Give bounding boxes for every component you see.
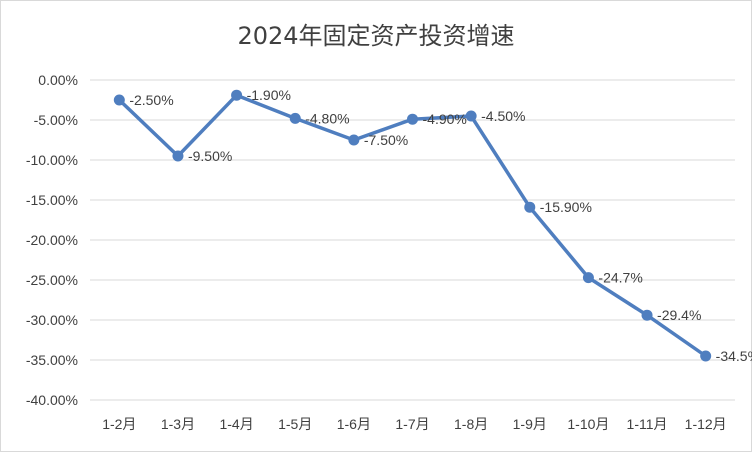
y-tick-label: -35.00%	[26, 352, 78, 368]
y-tick-label: -5.00%	[34, 112, 78, 128]
x-tick-label: 1-10月	[567, 416, 609, 432]
data-label: -9.50%	[188, 148, 232, 164]
data-label: -29.4%	[657, 307, 701, 323]
x-tick-label: 1-12月	[685, 416, 727, 432]
series-line-group	[117, 93, 708, 358]
x-tick-label: 1-3月	[161, 416, 195, 432]
data-point	[700, 350, 712, 362]
x-tick-label: 1-4月	[219, 416, 253, 432]
gridlines	[90, 79, 735, 401]
data-point	[231, 89, 243, 101]
x-axis-ticks: 1-2月 1-3月 1-4月 1-5月 1-6月 1-7月 1-8月 1-9月 1-10月 1-1…	[102, 416, 726, 432]
y-tick-label: -10.00%	[26, 152, 78, 168]
chart-title: 2024年固定资产投资增速	[237, 22, 514, 50]
data-point	[465, 110, 477, 122]
data-point	[407, 113, 418, 125]
data-label: -34.5%	[716, 348, 752, 364]
x-tick-label: 1-6月	[337, 416, 371, 432]
data-label: -24.7%	[598, 270, 642, 286]
data-point	[582, 272, 594, 284]
data-label: -1.90%	[247, 87, 291, 103]
data-point	[113, 94, 125, 106]
x-tick-label: 1-2月	[102, 416, 136, 432]
data-label: -2.50%	[129, 92, 173, 108]
x-tick-label: 1-8月	[454, 416, 488, 432]
data-label: -4.50%	[481, 108, 525, 124]
data-label: -15.90%	[540, 199, 592, 215]
y-tick-label: 0.00%	[38, 72, 78, 88]
x-tick-label: 1-9月	[513, 416, 547, 432]
data-point	[348, 134, 360, 146]
data-labels: -2.50% -9.50% -1.90% -4.80% -7.50% -4.90% -4.5…	[129, 87, 752, 364]
data-point	[641, 309, 653, 321]
y-tick-label: -40.00%	[26, 392, 78, 408]
y-axis-ticks: 0.00% -5.00% -10.00% -15.00% -20.00% -25.00% -…	[26, 72, 78, 408]
data-point	[289, 112, 301, 124]
y-tick-label: -30.00%	[26, 312, 78, 328]
data-points	[113, 89, 712, 362]
x-tick-label: 1-5月	[278, 416, 312, 432]
y-tick-label: -20.00%	[26, 232, 78, 248]
x-tick-label: 1-11月	[627, 416, 668, 432]
data-point	[524, 201, 536, 213]
data-label: -4.80%	[305, 110, 349, 126]
series-line	[117, 93, 708, 358]
y-tick-label: -15.00%	[26, 192, 78, 208]
data-label: -7.50%	[364, 132, 408, 148]
data-point	[172, 150, 184, 162]
x-tick-label: 1-7月	[395, 416, 429, 432]
y-tick-label: -25.00%	[26, 272, 78, 288]
data-label: -4.90%	[423, 111, 467, 127]
